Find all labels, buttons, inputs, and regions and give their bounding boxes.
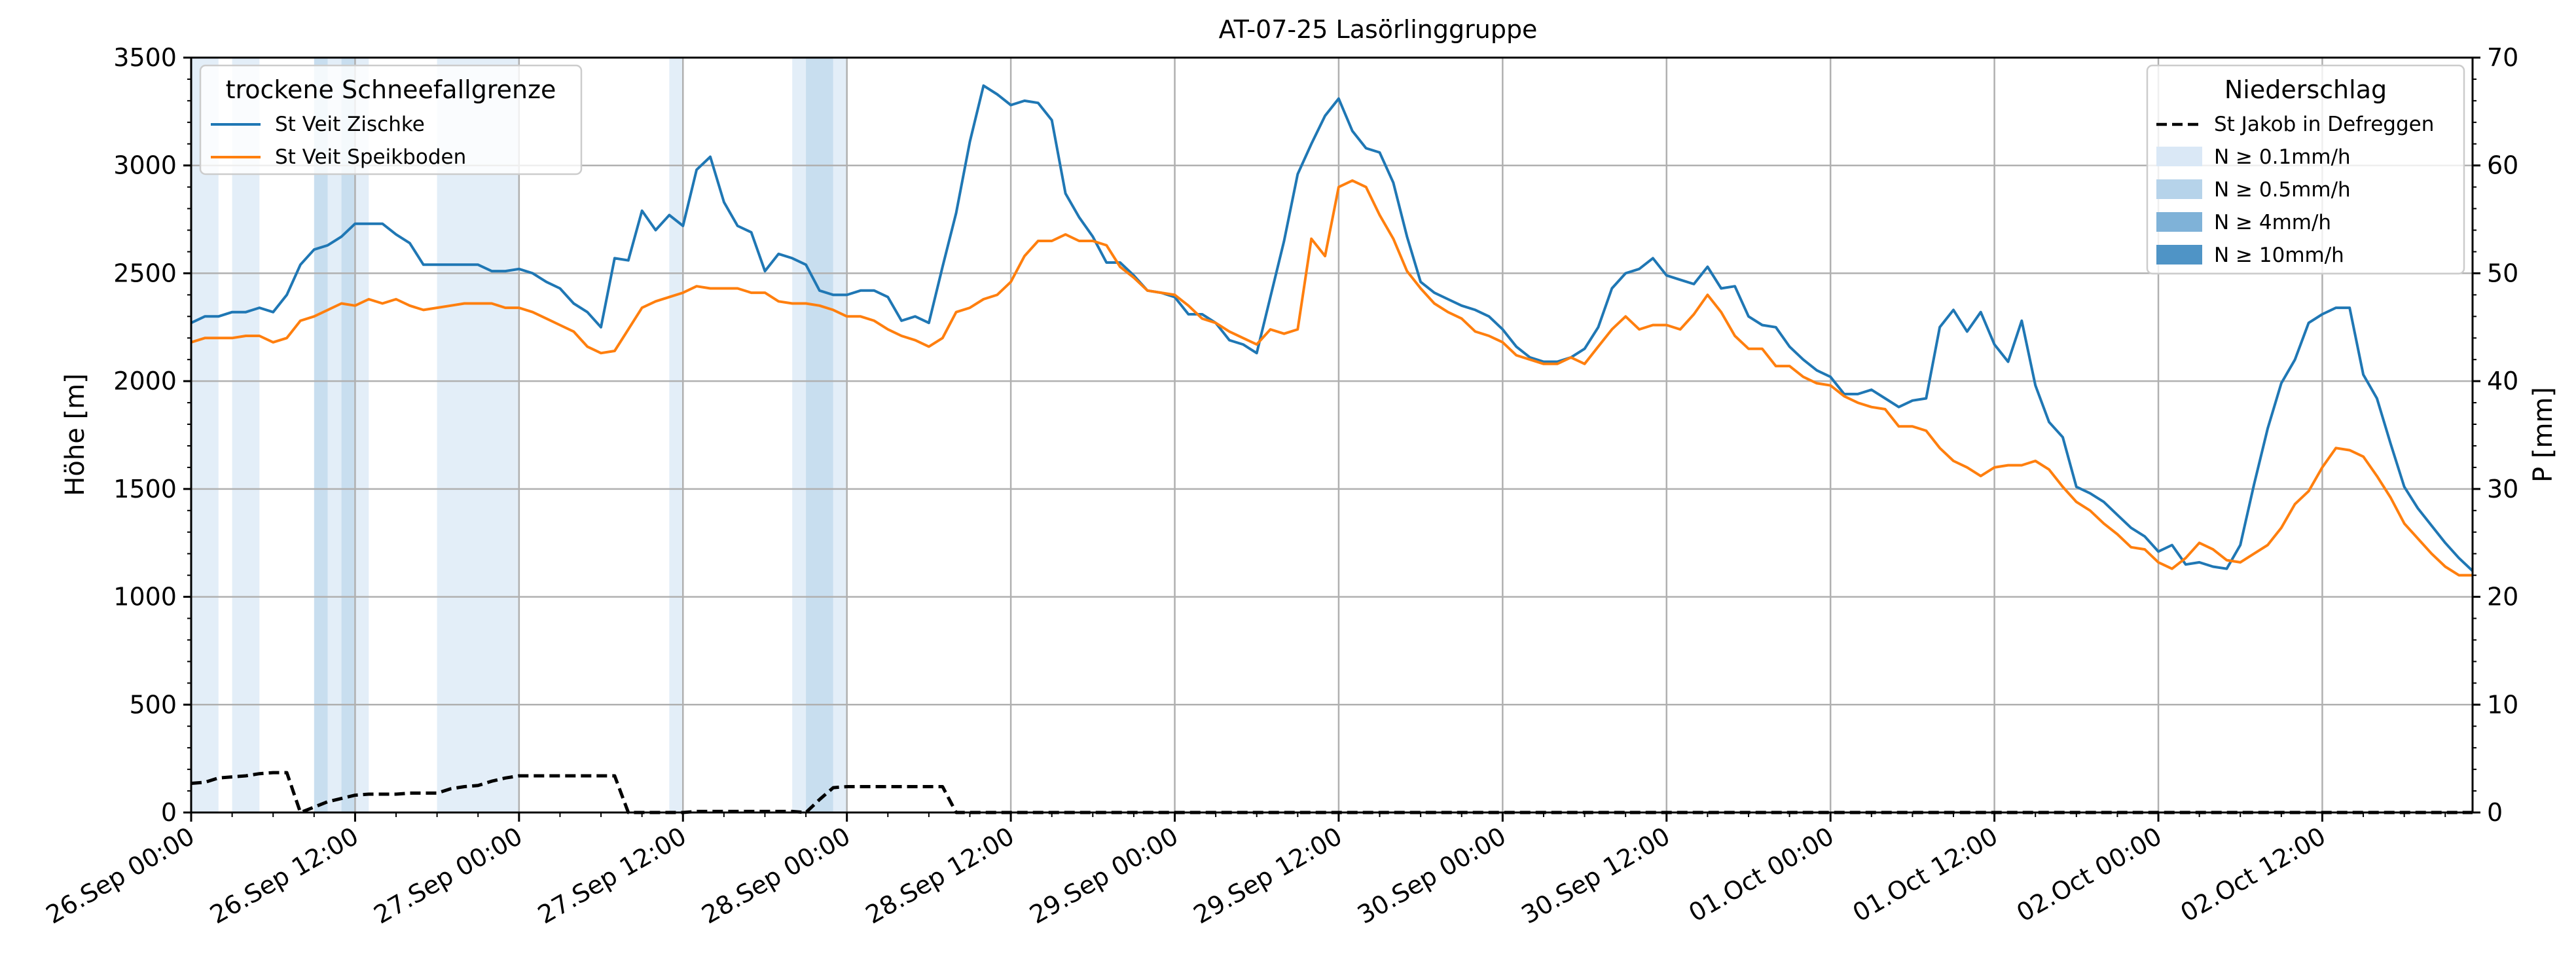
y-axis-label-right: P [mm] <box>2528 387 2558 483</box>
y-tick-label-right-6: 60 <box>2487 151 2518 180</box>
plot-frame <box>190 56 2474 814</box>
precip-band-1 <box>232 58 260 812</box>
legend-swatch-band-05 <box>2156 179 2202 199</box>
y-tick-label-left-5: 2500 <box>113 259 177 287</box>
y-tick-label-left-2: 1000 <box>113 583 177 611</box>
legend-entry-zischke: St Veit Zischke <box>275 113 425 136</box>
chart-title: AT-07-25 Lasörlinggruppe <box>1219 15 1538 44</box>
y-tick-label-left-0: 0 <box>161 798 177 827</box>
precip-band-6 <box>437 58 519 812</box>
y-tick-label-right-2: 20 <box>2487 583 2518 611</box>
y-tick-label-right-4: 40 <box>2487 367 2518 395</box>
y-tick-label-right-0: 0 <box>2487 798 2503 827</box>
legend-right-title: Niederschlag <box>2224 75 2387 104</box>
precip-band-5 <box>355 58 369 812</box>
precip-band-3 <box>327 58 342 812</box>
legend-entry-precip: St Jakob in Defreggen <box>2214 113 2434 136</box>
precip-band-7 <box>669 58 683 812</box>
precipitation-bands <box>191 58 847 812</box>
legend-entry-band-05: N ≥ 0.5mm/h <box>2214 178 2351 202</box>
legend-entry-speikboden: St Veit Speikboden <box>275 145 466 169</box>
y-tick-label-left-6: 3000 <box>113 151 177 180</box>
y-tick-label-left-4: 2000 <box>113 367 177 395</box>
series-precip-line <box>190 771 2473 814</box>
series-speikboden-line <box>190 179 2473 577</box>
legend-left: trockene Schneefallgrenze St Veit Zischk… <box>199 64 583 175</box>
legend-entry-band-01: N ≥ 0.1mm/h <box>2214 145 2351 169</box>
y-axis-label-left: Höhe [m] <box>60 373 90 496</box>
series-zischke-line <box>190 84 2474 572</box>
y-tick-label-left-1: 500 <box>129 690 177 719</box>
y-tick-label-right-5: 50 <box>2487 259 2518 287</box>
legend-swatch-band-10 <box>2156 245 2202 265</box>
legend-entry-band-4: N ≥ 4mm/h <box>2214 211 2331 234</box>
precip-band-10 <box>833 58 847 812</box>
legend-right: Niederschlag St Jakob in Defreggen N ≥ 0… <box>2146 64 2465 275</box>
y-tick-label-left-7: 3500 <box>113 43 177 72</box>
y-tick-label-right-3: 30 <box>2487 475 2518 503</box>
y-tick-label-left-3: 1500 <box>113 475 177 503</box>
legend-entry-band-10: N ≥ 10mm/h <box>2214 244 2344 267</box>
series-lines <box>190 84 2474 814</box>
legend-left-title: trockene Schneefallgrenze <box>226 75 556 104</box>
legend-left-frame <box>199 64 583 175</box>
precip-band-9 <box>806 58 833 812</box>
legend-right-frame <box>2146 64 2465 275</box>
y-tick-label-right-1: 10 <box>2487 690 2518 719</box>
y-tick-label-right-7: 70 <box>2487 43 2518 72</box>
precip-band-0 <box>191 58 219 812</box>
precip-band-8 <box>792 58 807 812</box>
legend-swatch-band-01 <box>2156 147 2202 166</box>
legend-swatch-band-4 <box>2156 212 2202 232</box>
precip-band-4 <box>341 58 355 812</box>
